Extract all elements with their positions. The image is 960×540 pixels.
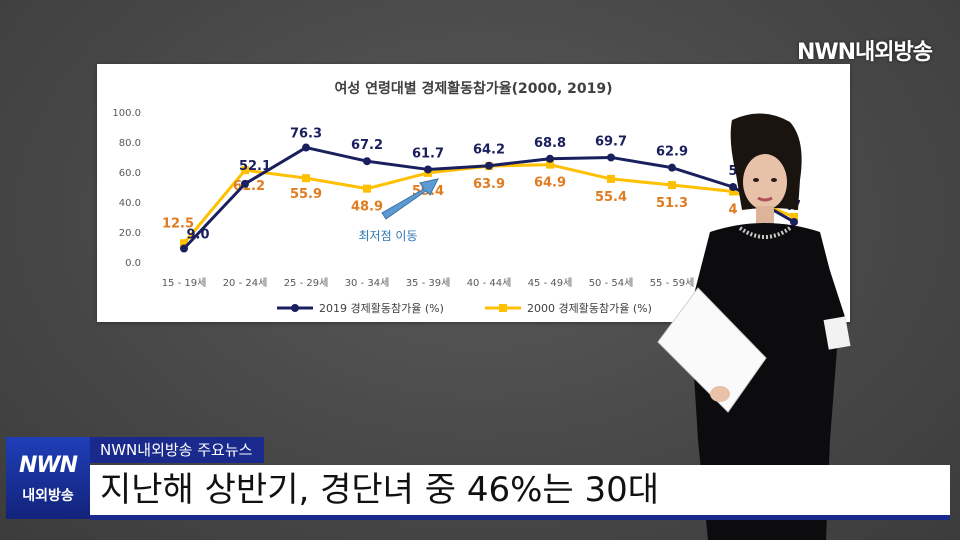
data-label: 64.9 bbox=[534, 176, 566, 191]
x-tick-label: 15 - 19세 bbox=[162, 277, 207, 289]
data-label: 48.9 bbox=[351, 200, 383, 215]
data-label: 67.2 bbox=[351, 138, 383, 153]
data-label: 69.7 bbox=[595, 134, 627, 149]
ticker-logo: NWN 내외방송 bbox=[6, 437, 90, 519]
y-tick-label: 20.0 bbox=[119, 228, 141, 239]
y-tick-label: 80.0 bbox=[119, 138, 141, 149]
broadcaster-logo: NWN내외방송 bbox=[797, 34, 932, 66]
legend-label: 2019 경제활동참가율 (%) bbox=[319, 301, 444, 315]
data-label: 63.9 bbox=[473, 177, 505, 192]
y-tick-label: 40.0 bbox=[119, 198, 141, 209]
series-point bbox=[302, 144, 310, 152]
x-tick-label: 40 - 44세 bbox=[467, 277, 512, 289]
data-label: 55.9 bbox=[290, 187, 322, 202]
series-point bbox=[607, 153, 615, 161]
x-tick-label: 45 - 49세 bbox=[528, 277, 573, 289]
annotation-text: 최저점 이동 bbox=[358, 229, 417, 243]
x-tick-label: 25 - 29세 bbox=[284, 277, 329, 289]
series-point bbox=[363, 185, 371, 193]
data-label: 9.0 bbox=[186, 228, 209, 243]
y-tick-label: 60.0 bbox=[119, 168, 141, 179]
ticker-logo-mark: NWN bbox=[6, 453, 90, 478]
series-point bbox=[302, 174, 310, 182]
x-tick-label: 20 - 24세 bbox=[223, 277, 268, 289]
data-label: 68.8 bbox=[534, 136, 566, 151]
ticker-underline bbox=[90, 515, 950, 520]
x-tick-label: 50 - 54세 bbox=[589, 277, 634, 289]
data-label: 52.1 bbox=[239, 159, 271, 174]
series-point bbox=[607, 175, 615, 183]
legend-marker bbox=[499, 304, 507, 312]
data-label: 76.3 bbox=[290, 127, 322, 142]
series-point bbox=[546, 155, 554, 163]
series-point bbox=[241, 180, 249, 188]
data-label: 61.7 bbox=[412, 146, 444, 161]
series-point bbox=[180, 245, 188, 253]
series-point bbox=[485, 162, 493, 170]
y-tick-label: 0.0 bbox=[125, 258, 141, 269]
ticker-logo-name: 내외방송 bbox=[6, 485, 90, 505]
ticker-tag: NWN내외방송 주요뉴스 bbox=[88, 437, 264, 463]
legend-marker bbox=[291, 304, 299, 312]
series-point bbox=[363, 157, 371, 165]
legend-label: 2000 경제활동참가율 (%) bbox=[527, 301, 652, 315]
data-label: 55.4 bbox=[595, 190, 627, 205]
x-tick-label: 30 - 34세 bbox=[345, 277, 390, 289]
data-label: 64.2 bbox=[473, 143, 505, 158]
x-tick-label: 35 - 39세 bbox=[406, 277, 451, 289]
y-tick-label: 100.0 bbox=[112, 108, 141, 119]
headline: 지난해 상반기, 경단녀 중 46%는 30대 bbox=[90, 465, 950, 515]
series-point bbox=[424, 165, 432, 173]
